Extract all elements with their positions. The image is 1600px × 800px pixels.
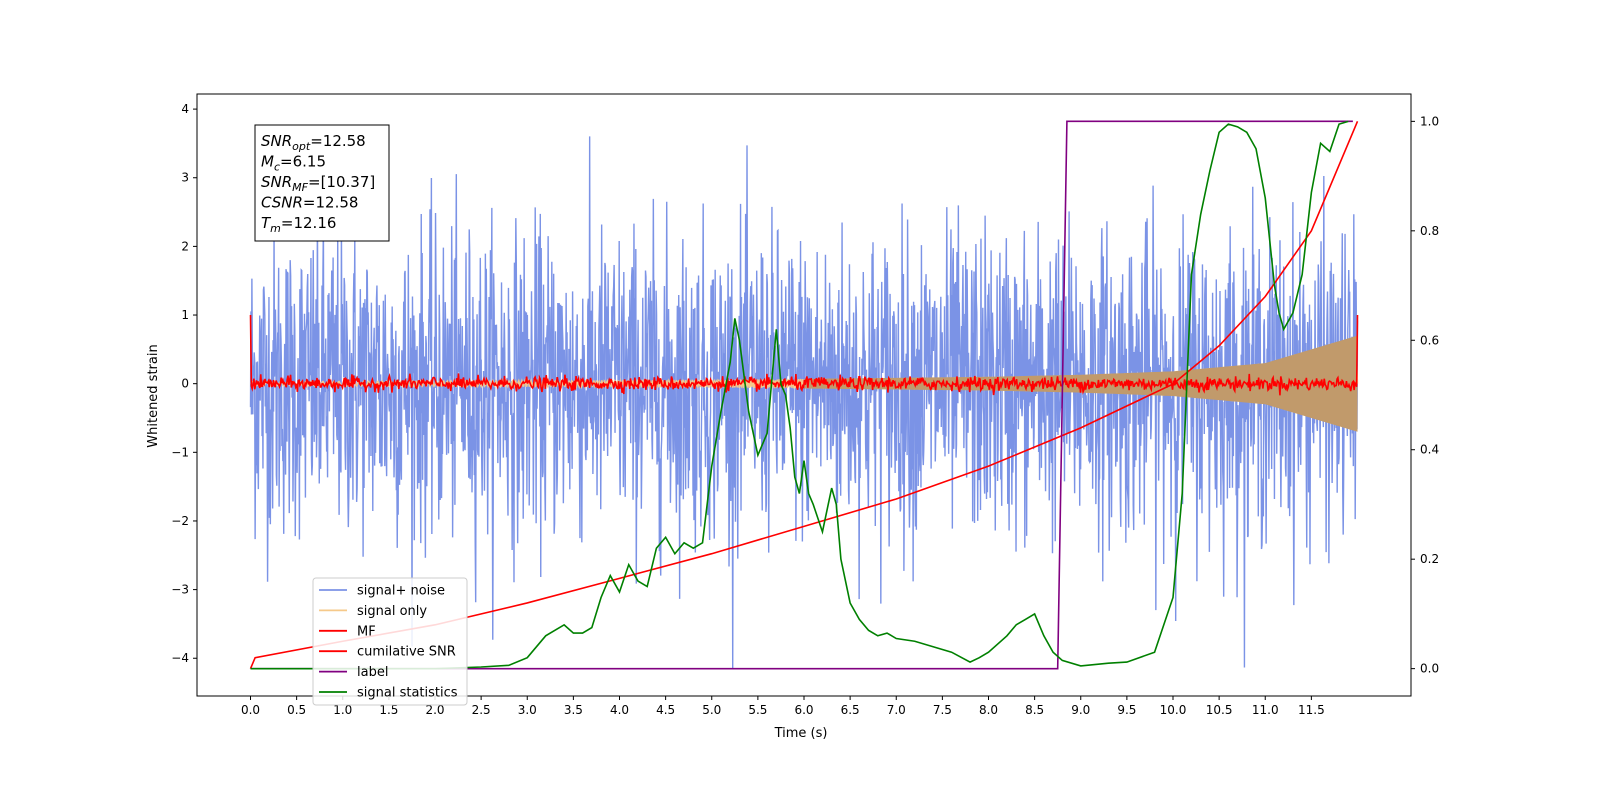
x-tick-label: 5.0: [702, 703, 721, 717]
y-tick-label: 3: [181, 171, 189, 185]
x-tick-label: 3.0: [518, 703, 537, 717]
y-axis-right-ticks: 1.0 0.8 0.6 0.4 0.2 0.0: [1411, 114, 1439, 676]
y-tick-label: −1: [171, 445, 189, 459]
x-tick-label: 9.0: [1071, 703, 1090, 717]
legend: signal+ noise signal only MF cumilative SNR…: [312, 577, 468, 706]
series-signal-statistics: [250, 120, 1349, 670]
y-tick-label: 2: [181, 239, 189, 253]
x-tick-label: 6.5: [841, 703, 860, 717]
x-tick-label: 9.5: [1117, 703, 1136, 717]
y-right-tick-label: 0.4: [1420, 443, 1439, 457]
x-tick-label: 4.5: [656, 703, 675, 717]
annotation-box: SNRopt=12.58Mc=6.15SNRMF=[10.37]CSNR=12.…: [254, 124, 390, 242]
y-tick-label: −3: [171, 583, 189, 597]
x-tick-label: 8.0: [979, 703, 998, 717]
x-tick-label: 2.0: [425, 703, 444, 717]
x-tick-label: 2.5: [472, 703, 491, 717]
x-tick-label: 1.5: [379, 703, 398, 717]
y-right-tick-label: 1.0: [1420, 114, 1439, 128]
x-tick-label: 5.5: [748, 703, 767, 717]
x-tick-label: 10.0: [1160, 703, 1187, 717]
x-axis-label: Time (s): [774, 726, 828, 741]
y-tick-label: −4: [171, 651, 189, 665]
x-tick-label: 6.0: [794, 703, 813, 717]
annotation-line: SNRopt=12.58: [261, 132, 366, 153]
y-tick-label: 0: [181, 377, 189, 391]
legend-label: label: [357, 665, 388, 680]
legend-label: signal+ noise: [357, 584, 445, 599]
x-axis-ticks: 0.0 0.5 1.0 1.5 2.0 2.5 3.0 3.5 4.0 4.5 5.0 5.5 6.0 6…: [241, 696, 1325, 717]
x-tick-label: 0.0: [241, 703, 260, 717]
x-tick-label: 0.5: [287, 703, 306, 717]
annotation-line: Mc=6.15: [261, 153, 326, 174]
y-right-tick-label: 0.6: [1420, 333, 1439, 347]
x-tick-label: 10.5: [1206, 703, 1233, 717]
series-layer: [249, 120, 1359, 670]
annotation-line: Tm=12.16: [261, 214, 336, 235]
y-right-tick-label: 0.0: [1420, 662, 1439, 676]
y-right-tick-label: 0.2: [1420, 552, 1439, 566]
legend-label: signal statistics: [357, 686, 458, 701]
x-tick-label: 8.5: [1025, 703, 1044, 717]
series-mf: [249, 315, 1359, 396]
series-label: [250, 120, 1353, 670]
x-tick-label: 1.0: [333, 703, 352, 717]
y-axis-ticks: 4 3 2 1 0 −1 −2 −3 −4: [171, 102, 197, 665]
legend-label: cumilative SNR: [357, 645, 456, 660]
legend-label: MF: [357, 624, 376, 639]
x-tick-label: 7.0: [887, 703, 906, 717]
annotation-line: SNRMF=[10.37]: [261, 173, 375, 194]
x-tick-label: 4.0: [610, 703, 629, 717]
y-tick-label: 4: [181, 102, 189, 116]
y-tick-label: 1: [181, 308, 189, 322]
x-tick-label: 11.0: [1252, 703, 1279, 717]
x-tick-label: 11.5: [1298, 703, 1325, 717]
y-axis-label: Whitened strain: [146, 344, 161, 447]
y-right-tick-label: 0.8: [1420, 224, 1439, 238]
y-tick-label: −2: [171, 514, 189, 528]
x-tick-label: 7.5: [933, 703, 952, 717]
annotation-line: CSNR=12.58: [261, 194, 358, 212]
legend-label: signal only: [357, 604, 427, 619]
x-tick-label: 3.5: [564, 703, 583, 717]
